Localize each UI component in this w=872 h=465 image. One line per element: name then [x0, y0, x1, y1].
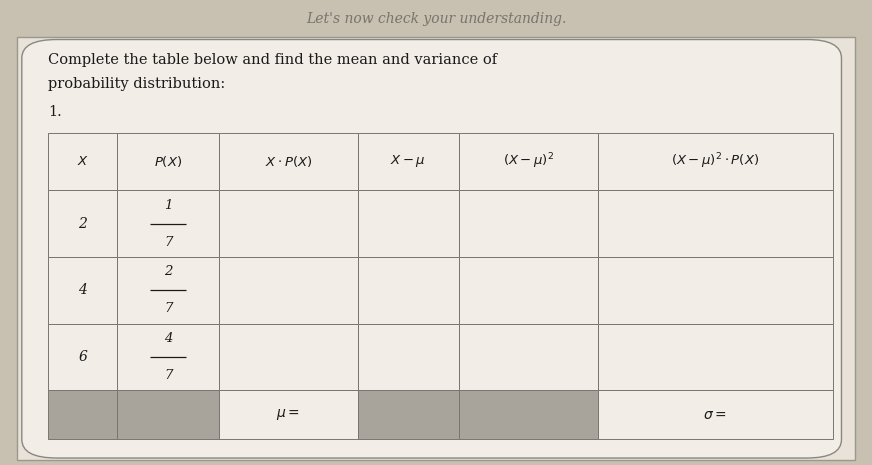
Bar [598, 390, 833, 439]
Text: $(X - \mu)^2 \cdot P(X)$: $(X - \mu)^2 \cdot P(X)$ [671, 152, 760, 171]
Text: Let's now check your understanding.: Let's now check your understanding. [306, 12, 566, 26]
Text: 6: 6 [78, 350, 87, 364]
Bar [118, 191, 219, 257]
Bar [459, 191, 598, 257]
Bar [118, 257, 219, 324]
Bar [598, 324, 833, 390]
Bar [598, 257, 833, 324]
Text: 4: 4 [164, 332, 173, 345]
Bar [358, 191, 459, 257]
Bar [598, 133, 833, 191]
Bar [219, 191, 358, 257]
Bar [459, 257, 598, 324]
Bar [358, 133, 459, 191]
Bar [358, 390, 459, 439]
Bar [459, 133, 598, 191]
Bar [118, 133, 219, 191]
Bar [459, 324, 598, 390]
Text: 2: 2 [164, 266, 173, 279]
Text: Complete the table below and find the mean and variance of: Complete the table below and find the me… [48, 53, 497, 67]
Text: 1: 1 [164, 199, 173, 212]
Bar [219, 324, 358, 390]
Text: $X$: $X$ [77, 155, 89, 168]
Text: $P(X)$: $P(X)$ [154, 154, 182, 169]
Text: $X \cdot P(X)$: $X \cdot P(X)$ [264, 154, 312, 169]
Bar [48, 191, 118, 257]
Bar [48, 133, 118, 191]
Bar [358, 324, 459, 390]
Text: probability distribution:: probability distribution: [48, 77, 225, 91]
Text: $\mu =$: $\mu =$ [276, 407, 300, 422]
Bar [219, 133, 358, 191]
Bar [118, 324, 219, 390]
Text: 2: 2 [78, 217, 87, 231]
Text: 4: 4 [78, 283, 87, 297]
Bar [48, 257, 118, 324]
FancyBboxPatch shape [22, 40, 841, 458]
Text: 7: 7 [164, 369, 173, 382]
Bar [358, 257, 459, 324]
Bar [48, 324, 118, 390]
Text: 7: 7 [164, 302, 173, 315]
Text: $(X - \mu)^2$: $(X - \mu)^2$ [503, 152, 554, 171]
Text: $\sigma =$: $\sigma =$ [704, 408, 727, 422]
Bar [118, 390, 219, 439]
Bar [219, 257, 358, 324]
Bar [48, 390, 118, 439]
Bar [598, 191, 833, 257]
Text: $X - \mu$: $X - \mu$ [391, 153, 426, 169]
Bar [459, 390, 598, 439]
Text: 1.: 1. [48, 105, 62, 119]
Text: 7: 7 [164, 236, 173, 249]
Bar [219, 390, 358, 439]
